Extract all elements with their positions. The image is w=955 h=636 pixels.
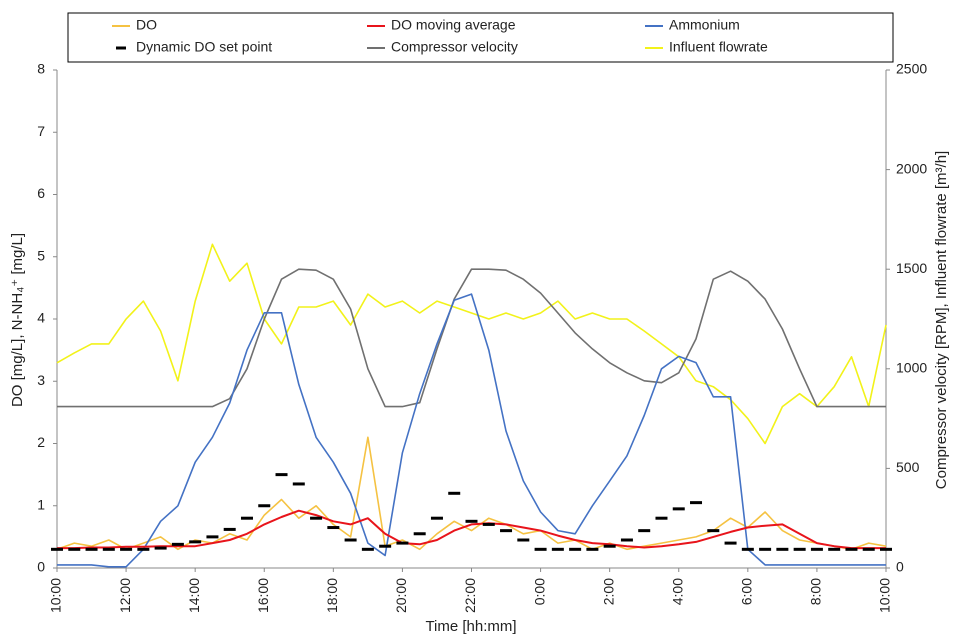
x-axis-title: Time [hh:mm] bbox=[425, 618, 516, 635]
x-tick-label: 10:00 bbox=[48, 578, 64, 613]
y-tick-label: 3 bbox=[37, 372, 45, 388]
y-tick-label: 6 bbox=[37, 185, 45, 201]
x-tick-label: 14:00 bbox=[186, 578, 202, 613]
series-line bbox=[56, 243, 887, 445]
x-tick-label: 20:00 bbox=[393, 578, 409, 613]
y2-tick-label: 1000 bbox=[896, 360, 927, 376]
y-tick-label: 4 bbox=[37, 310, 45, 326]
x-tick-label: 18:00 bbox=[324, 578, 340, 613]
x-tick-label: 10:00 bbox=[877, 578, 893, 613]
y2-tick-label: 2500 bbox=[896, 61, 927, 77]
legend-label: Ammonium bbox=[669, 17, 740, 33]
y-axis-title: DO [mg/L], N-NH₄⁺ [mg/L] bbox=[9, 233, 26, 407]
y2-tick-label: 2000 bbox=[896, 160, 927, 176]
y2-tick-label: 0 bbox=[896, 559, 904, 575]
series-line bbox=[57, 268, 886, 408]
legend-label: Dynamic DO set point bbox=[136, 39, 272, 55]
legend-box bbox=[67, 12, 894, 63]
x-tick-label: 12:00 bbox=[117, 578, 133, 613]
y-tick-label: 5 bbox=[37, 247, 45, 263]
y-tick-label: 1 bbox=[37, 496, 45, 512]
series-line bbox=[56, 436, 887, 551]
x-tick-label: 6:00 bbox=[739, 578, 755, 605]
x-tick-label: 16:00 bbox=[255, 578, 271, 613]
y-tick-label: 2 bbox=[37, 434, 45, 450]
y2-tick-label: 500 bbox=[896, 459, 920, 475]
legend-label: DO moving average bbox=[391, 17, 516, 33]
y-tick-label: 0 bbox=[37, 559, 45, 575]
legend-label: Compressor velocity bbox=[391, 39, 518, 55]
y2-axis-title: Compressor velocity [RPM], Influent flow… bbox=[933, 151, 950, 489]
y2-tick-label: 1500 bbox=[896, 260, 927, 276]
x-tick-label: 2:00 bbox=[600, 578, 616, 605]
y-tick-label: 8 bbox=[37, 61, 45, 77]
x-tick-label: 0:00 bbox=[531, 578, 547, 605]
y-tick-label: 7 bbox=[37, 123, 45, 139]
legend-label: Influent flowrate bbox=[669, 39, 768, 55]
legend-label: DO bbox=[136, 17, 157, 33]
series-line bbox=[57, 509, 886, 550]
x-tick-label: 8:00 bbox=[808, 578, 824, 605]
x-tick-label: 4:00 bbox=[669, 578, 685, 605]
x-tick-label: 22:00 bbox=[462, 578, 478, 613]
